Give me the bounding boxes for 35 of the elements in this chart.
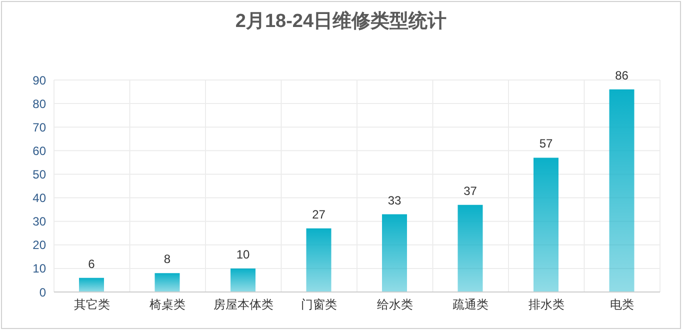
bar [609, 89, 634, 292]
x-tick-label: 给水类 [376, 298, 413, 312]
y-tick-label: 70 [32, 120, 46, 134]
y-tick-label: 30 [32, 214, 46, 229]
data-label: 10 [236, 247, 250, 262]
x-tick-label: 疏通类 [452, 298, 489, 312]
data-label: 33 [388, 193, 402, 208]
data-label: 86 [615, 68, 629, 82]
bar [230, 268, 256, 292]
x-tick-label: 电类 [610, 298, 634, 312]
y-tick-label: 10 [32, 262, 46, 276]
bar [458, 204, 483, 292]
x-tick-label: 门窗类 [301, 298, 338, 312]
bar [79, 278, 104, 292]
y-tick-label: 40 [32, 191, 46, 206]
data-label: 8 [164, 252, 171, 266]
bar [382, 214, 407, 292]
x-tick-label: 椅桌类 [150, 298, 186, 312]
chart-title: 2月18-24日维修类型统计 [234, 10, 448, 34]
data-label: 37 [464, 184, 478, 198]
y-tick-label: 80 [32, 96, 46, 111]
data-label: 57 [539, 136, 553, 151]
bar [534, 158, 558, 292]
y-tick-label: 50 [32, 167, 46, 182]
x-tick-label: 其它类 [74, 298, 110, 312]
data-label: 27 [312, 207, 326, 222]
bar [154, 273, 180, 292]
y-tick-label: 20 [32, 238, 46, 252]
x-tick-label: 房屋本体类 [213, 298, 274, 312]
y-tick-label: 60 [32, 144, 46, 158]
x-tick-label: 排水类 [528, 298, 564, 312]
y-tick-label: 90 [32, 73, 46, 88]
y-tick-label: 0 [39, 285, 46, 300]
bar [306, 228, 332, 292]
data-label: 6 [88, 256, 96, 271]
